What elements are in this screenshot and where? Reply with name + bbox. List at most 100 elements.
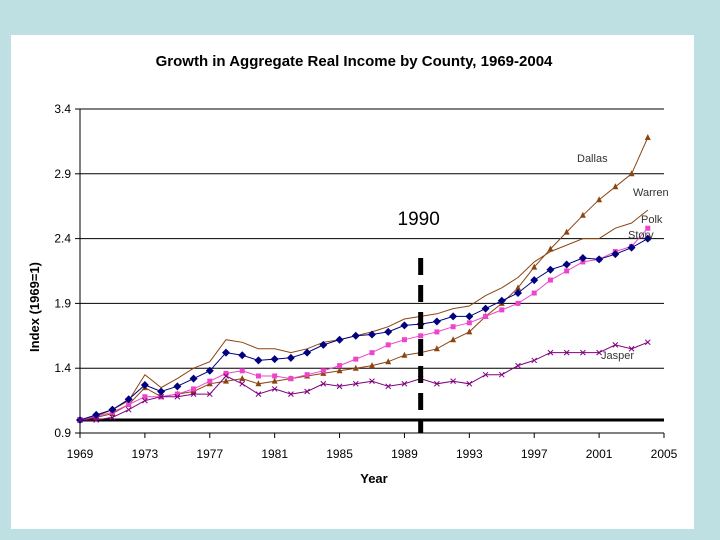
point-polk-1997: [531, 290, 537, 296]
point-jasper-1978: [223, 373, 229, 379]
point-jasper-1996: [515, 362, 521, 369]
series-label-warren: Warren: [633, 187, 669, 199]
x-tick-label: 1981: [261, 447, 288, 461]
point-jasper-1988: [385, 383, 392, 390]
point-story-1996: [514, 289, 522, 298]
series-line-jasper: [80, 341, 648, 421]
point-polk-1975: [174, 391, 180, 397]
point-polk-1977: [207, 378, 213, 384]
point-story-2000: [578, 254, 587, 263]
point-jasper-1983: [304, 388, 310, 395]
point-jasper-1969: [77, 417, 83, 423]
point-jasper-1970: [93, 417, 100, 423]
point-story-1982: [286, 353, 295, 362]
series-label-polk: Polk: [641, 214, 663, 226]
point-story-1985: [335, 335, 344, 344]
y-tick-label: 2.9: [54, 167, 71, 181]
point-jasper-1984: [320, 380, 327, 387]
point-polk-2004: [645, 225, 651, 231]
point-story-1971: [108, 405, 117, 414]
point-jasper-1985: [336, 383, 343, 390]
point-story-1999: [562, 260, 571, 269]
x-tick-labels: 1969 1973 1977 1981 1985 1989 1993 1997 2001 2005: [67, 433, 678, 461]
gridlines: [75, 108, 664, 434]
x-tick-label: 1977: [196, 447, 223, 461]
point-story-1983: [303, 348, 312, 357]
point-dallas-1999: [563, 228, 570, 235]
x-tick-label: 2001: [586, 447, 613, 461]
point-polk-1994: [483, 313, 489, 319]
point-jasper-2001: [596, 349, 602, 356]
point-dallas-1988: [385, 358, 392, 365]
point-dallas-1980: [255, 380, 262, 387]
point-dallas-1997: [531, 263, 538, 270]
point-polk-1992: [450, 324, 456, 330]
x-tick-label: 2005: [651, 447, 678, 461]
point-jasper-1999: [563, 349, 570, 356]
point-story-1978: [222, 348, 230, 357]
point-story-1984: [319, 340, 328, 349]
point-jasper-1981: [271, 386, 278, 392]
point-polk-1987: [369, 350, 375, 356]
line-chart: 0.91.41.92.42.93.4 1969 1973 1977 1981 1985 1…: [27, 53, 678, 486]
x-tick-label: 1969: [67, 447, 94, 461]
point-story-1970: [92, 410, 101, 419]
point-polk-1993: [466, 320, 472, 326]
series-line-dallas: [79, 137, 649, 421]
point-polk-1989: [401, 337, 407, 343]
point-story-1989: [400, 321, 409, 330]
point-story-1997: [530, 276, 539, 285]
point-dallas-1985: [336, 367, 343, 374]
x-tick-label: 1985: [326, 447, 353, 461]
chart-title: Growth in Aggregate Real Income by Count…: [156, 53, 553, 70]
point-jasper-1980: [255, 391, 262, 397]
series-jasper: [77, 339, 651, 423]
point-dallas-1998: [547, 245, 554, 252]
point-dallas-2002: [612, 183, 619, 190]
point-jasper-1976: [190, 391, 197, 397]
point-polk-1973: [142, 394, 148, 400]
series-line-story: [79, 238, 649, 421]
point-dallas-1979: [239, 375, 246, 382]
point-story-1991: [432, 317, 441, 326]
point-dallas-1989: [401, 351, 408, 358]
point-polk-1979: [239, 368, 245, 374]
point-polk-1996: [515, 300, 521, 306]
point-story-1976: [189, 374, 198, 383]
point-story-1988: [384, 327, 393, 336]
y-tick-label: 0.9: [54, 426, 71, 440]
point-dallas-1996: [515, 284, 521, 291]
point-dallas-2001: [596, 196, 603, 203]
point-jasper-1987: [369, 378, 375, 385]
point-dallas-1986: [352, 364, 359, 371]
point-polk-1982: [288, 376, 294, 382]
point-jasper-1995: [498, 371, 505, 378]
point-story-2002: [611, 250, 620, 259]
series-line-warren: [79, 209, 649, 421]
point-jasper-1992: [450, 378, 456, 385]
point-story-1977: [205, 366, 214, 375]
point-story-1992: [449, 312, 458, 321]
point-dallas-1981: [271, 377, 278, 384]
point-jasper-1997: [531, 357, 538, 364]
point-jasper-1971: [109, 414, 116, 421]
series-label-story: Story: [628, 230, 654, 242]
y-tick-label: 3.4: [54, 102, 71, 116]
point-polk-1981: [272, 373, 278, 379]
point-polk-1976: [191, 386, 197, 392]
year-1990-label: 1990: [398, 209, 440, 230]
point-polk-1991: [434, 329, 440, 335]
point-jasper-1973: [142, 397, 148, 404]
point-jasper-1982: [288, 391, 294, 397]
point-jasper-1977: [206, 391, 213, 397]
point-story-1980: [254, 356, 263, 365]
x-tick-label: 1997: [521, 447, 548, 461]
point-polk-1985: [337, 363, 343, 369]
point-story-1998: [546, 265, 555, 274]
series-label-jasper: Jasper: [601, 350, 634, 362]
slide-panel: 0.9 1.4 1.9 2.4 2.9 3.4 1969 1973 1977 1981 1985 1…: [11, 35, 694, 529]
point-story-2001: [595, 255, 604, 264]
series-labels: Dallas Warren Polk Story Jasper: [577, 153, 669, 362]
y-axis-label: Index (1969=1): [27, 262, 42, 352]
point-dallas-2003: [628, 170, 635, 177]
